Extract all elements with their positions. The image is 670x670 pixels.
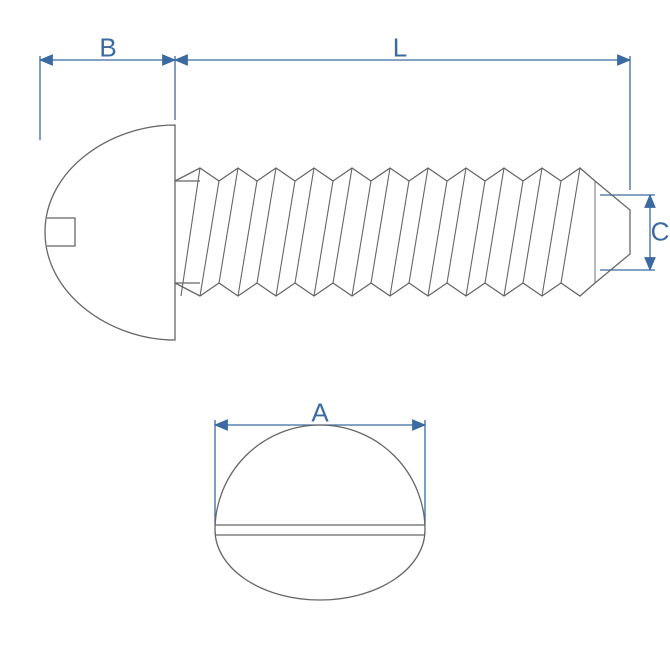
screw-head-outline [45, 125, 175, 340]
screw-diagram: { "diagram": { "type": "engineering-draw… [0, 0, 670, 670]
dimension-L [175, 56, 630, 190]
label-L: L [393, 33, 407, 64]
drawing-svg [0, 0, 670, 670]
screw-tip [595, 181, 630, 283]
label-A: A [311, 398, 328, 429]
dimension-B [40, 56, 175, 140]
screw-top-view [215, 425, 425, 600]
dimension-C [600, 195, 655, 270]
screw-head-slot [47, 218, 75, 246]
thread-helix-lines [181, 168, 580, 296]
screw-side-view [45, 125, 630, 340]
label-B: B [99, 33, 116, 64]
dimension-A [215, 420, 425, 525]
label-C: C [651, 217, 670, 248]
